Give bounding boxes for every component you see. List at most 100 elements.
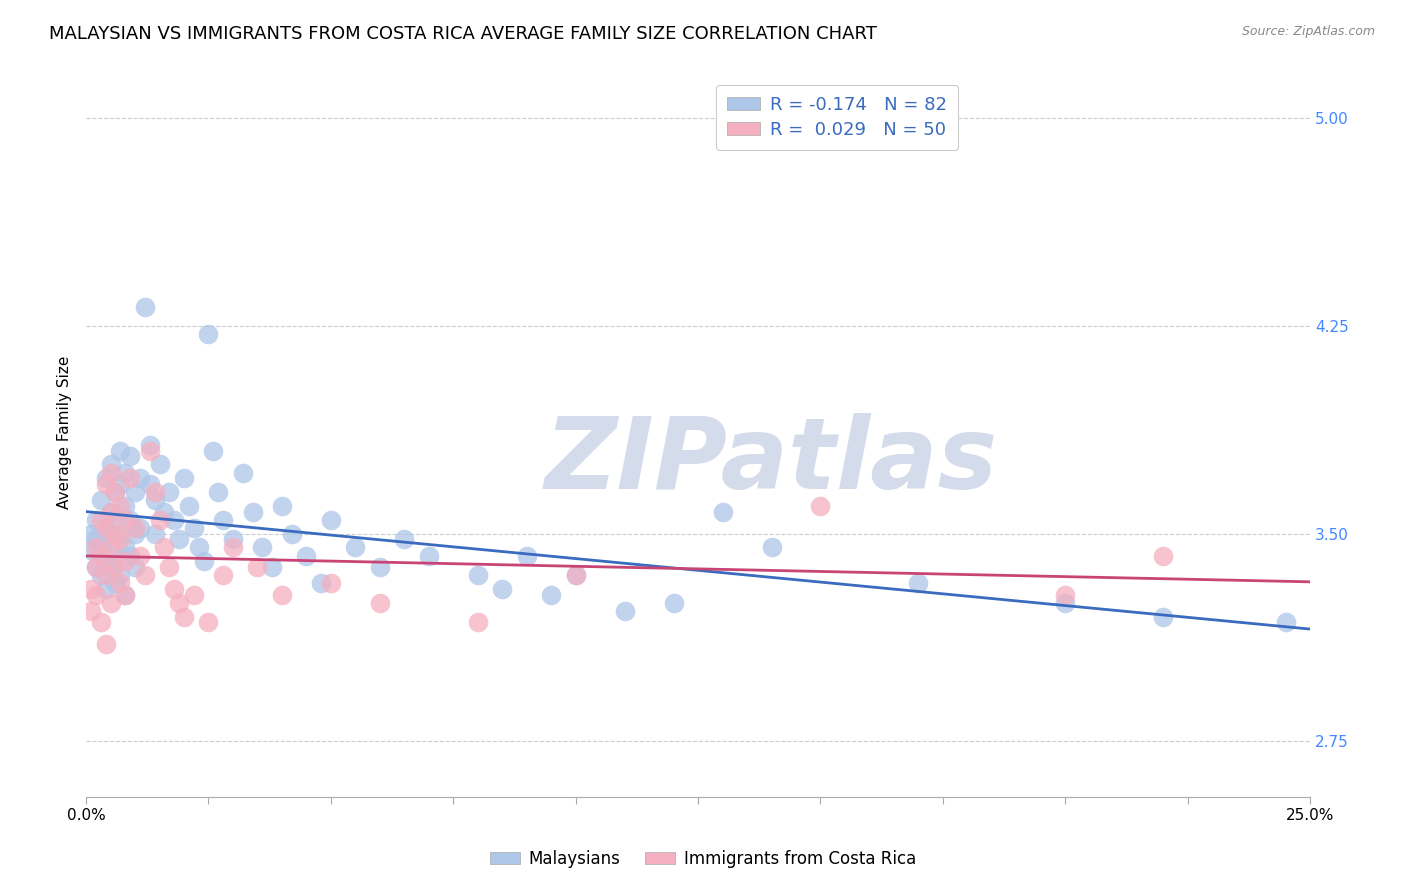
Point	[104, 549, 127, 563]
Point	[110, 532, 132, 546]
Point	[143, 493, 166, 508]
Point	[110, 568, 132, 582]
Point	[157, 485, 180, 500]
Point	[1152, 609, 1174, 624]
Legend: R = -0.174   N = 82, R =  0.029   N = 50: R = -0.174 N = 82, R = 0.029 N = 50	[716, 85, 959, 150]
Point	[90, 493, 112, 508]
Point	[418, 549, 440, 563]
Point	[94, 582, 117, 596]
Point	[173, 471, 195, 485]
Point	[564, 568, 586, 582]
Point	[1152, 549, 1174, 563]
Point	[167, 532, 190, 546]
Point	[94, 554, 117, 568]
Text: Source: ZipAtlas.com: Source: ZipAtlas.com	[1241, 25, 1375, 38]
Point	[90, 541, 112, 555]
Point	[153, 504, 176, 518]
Point	[271, 499, 294, 513]
Point	[84, 541, 107, 555]
Point	[114, 513, 136, 527]
Point	[177, 499, 200, 513]
Point	[120, 449, 142, 463]
Point	[134, 300, 156, 314]
Point	[114, 554, 136, 568]
Point	[120, 471, 142, 485]
Point	[84, 560, 107, 574]
Point	[222, 541, 245, 555]
Point	[309, 576, 332, 591]
Point	[197, 615, 219, 630]
Point	[319, 513, 342, 527]
Point	[167, 596, 190, 610]
Point	[94, 521, 117, 535]
Point	[183, 521, 205, 535]
Point	[84, 513, 107, 527]
Point	[197, 327, 219, 342]
Point	[143, 485, 166, 500]
Point	[368, 560, 391, 574]
Point	[100, 532, 122, 546]
Point	[94, 471, 117, 485]
Point	[80, 526, 103, 541]
Point	[907, 576, 929, 591]
Point	[242, 504, 264, 518]
Point	[110, 476, 132, 491]
Point	[564, 568, 586, 582]
Point	[94, 521, 117, 535]
Point	[394, 532, 416, 546]
Point	[1274, 615, 1296, 630]
Point	[187, 541, 209, 555]
Point	[124, 560, 146, 574]
Point	[110, 443, 132, 458]
Point	[129, 471, 152, 485]
Point	[134, 568, 156, 582]
Point	[100, 504, 122, 518]
Point	[295, 549, 318, 563]
Point	[84, 560, 107, 574]
Point	[114, 499, 136, 513]
Point	[368, 596, 391, 610]
Point	[280, 526, 302, 541]
Point	[100, 596, 122, 610]
Point	[163, 582, 186, 596]
Point	[711, 504, 734, 518]
Point	[84, 588, 107, 602]
Point	[138, 443, 160, 458]
Point	[148, 458, 170, 472]
Point	[124, 526, 146, 541]
Point	[94, 476, 117, 491]
Point	[100, 541, 122, 555]
Point	[90, 615, 112, 630]
Point	[114, 541, 136, 555]
Point	[120, 549, 142, 563]
Point	[1054, 588, 1077, 602]
Point	[222, 532, 245, 546]
Y-axis label: Average Family Size: Average Family Size	[58, 356, 72, 509]
Point	[104, 485, 127, 500]
Point	[173, 609, 195, 624]
Point	[207, 485, 229, 500]
Point	[100, 458, 122, 472]
Point	[124, 485, 146, 500]
Point	[262, 560, 284, 574]
Point	[153, 541, 176, 555]
Point	[212, 513, 235, 527]
Point	[90, 513, 112, 527]
Point	[80, 582, 103, 596]
Point	[104, 526, 127, 541]
Point	[183, 588, 205, 602]
Point	[319, 576, 342, 591]
Point	[138, 476, 160, 491]
Point	[129, 549, 152, 563]
Point	[90, 549, 112, 563]
Point	[467, 568, 489, 582]
Point	[129, 521, 152, 535]
Point	[540, 588, 562, 602]
Point	[114, 588, 136, 602]
Point	[104, 560, 127, 574]
Legend: Malaysians, Immigrants from Costa Rica: Malaysians, Immigrants from Costa Rica	[484, 844, 922, 875]
Point	[94, 568, 117, 582]
Text: ZIPatlas: ZIPatlas	[546, 413, 998, 510]
Point	[1054, 596, 1077, 610]
Point	[80, 543, 103, 558]
